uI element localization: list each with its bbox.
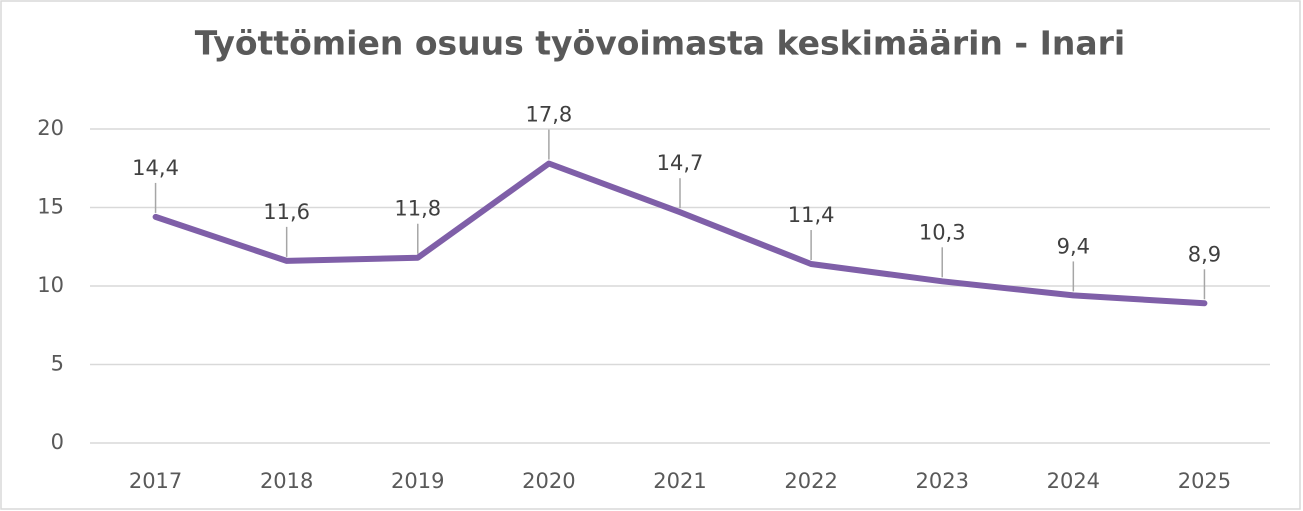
chart-title: Työttömien osuus työvoimasta keskimäärin…: [195, 24, 1125, 63]
x-tick-label: 2024: [1047, 469, 1100, 493]
data-label: 8,9: [1188, 242, 1221, 266]
x-tick-label: 2020: [522, 469, 575, 493]
y-tick-label: 0: [51, 430, 64, 454]
data-label: 17,8: [526, 103, 573, 127]
data-label: 9,4: [1057, 234, 1090, 258]
data-label: 10,3: [919, 220, 966, 244]
data-line: [152, 160, 1208, 307]
x-tick-label: 2018: [260, 469, 313, 493]
x-tick-label: 2023: [915, 469, 968, 493]
x-tick-label: 2022: [784, 469, 837, 493]
x-tick-label: 2021: [653, 469, 706, 493]
x-tick-label: 2019: [391, 469, 444, 493]
x-tick-label: 2025: [1178, 469, 1231, 493]
y-tick-label: 20: [37, 116, 64, 140]
data-label: 11,4: [788, 203, 835, 227]
y-tick-label: 15: [37, 195, 64, 219]
data-label: 14,7: [657, 151, 704, 175]
data-label: 14,4: [132, 156, 179, 180]
y-tick-label: 10: [37, 273, 64, 297]
data-label: 11,6: [263, 200, 310, 224]
y-tick-label: 5: [51, 352, 64, 376]
x-tick-label: 2017: [129, 469, 182, 493]
data-label: 11,8: [394, 197, 441, 221]
